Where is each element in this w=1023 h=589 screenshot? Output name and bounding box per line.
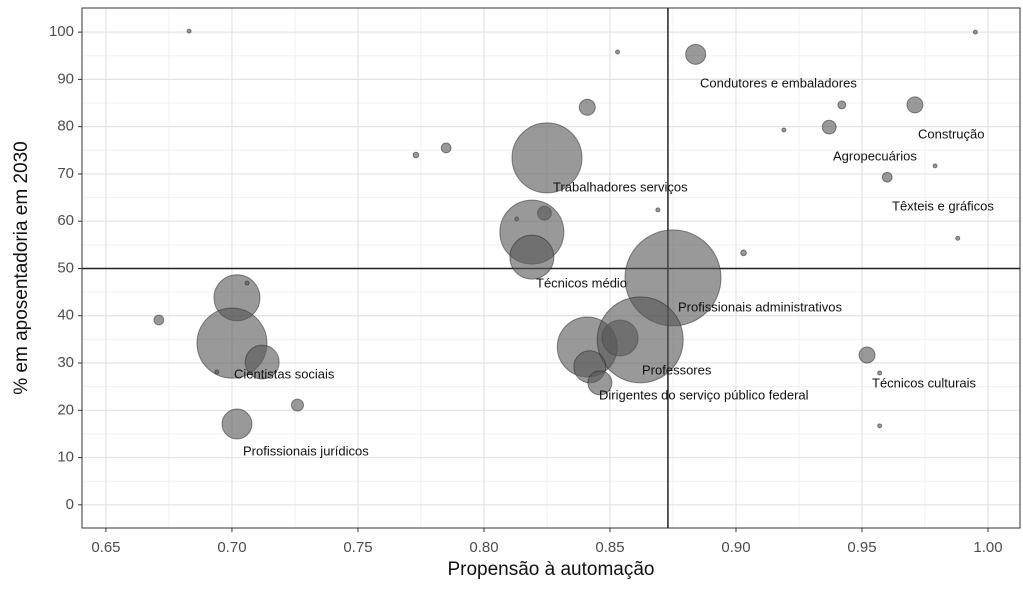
bubble (596, 296, 684, 384)
bubble (587, 370, 613, 396)
annotation: Profissionais administrativos (678, 299, 843, 314)
x-tick-label: 0.65 (91, 539, 120, 556)
bubble (221, 408, 253, 440)
bubble (877, 423, 883, 429)
annotation: Técnicos médio (536, 275, 627, 290)
x-tick-label: 0.75 (343, 539, 372, 556)
x-tick-label: 0.85 (595, 539, 624, 556)
y-tick-label: 100 (49, 23, 74, 40)
bubble (858, 346, 876, 364)
bubble (932, 163, 938, 169)
bubble (877, 370, 883, 376)
y-tick-label: 70 (57, 165, 74, 182)
annotation: Professores (642, 362, 712, 377)
bubble (509, 234, 555, 280)
bubble (615, 49, 621, 55)
y-tick-label: 10 (57, 449, 74, 466)
x-tick-label: 0.95 (847, 539, 876, 556)
y-tick-label: 20 (57, 401, 74, 418)
bubble (214, 369, 220, 375)
annotation: Agropecuários (833, 148, 917, 163)
annotation: Condutores e embaladores (700, 75, 857, 90)
y-tick-label: 40 (57, 307, 74, 324)
bubble (837, 100, 847, 110)
annotation: Dirigentes do serviço público federal (599, 387, 809, 402)
x-tick-label: 0.90 (721, 539, 750, 556)
y-tick-label: 90 (57, 70, 74, 87)
annotation: Trabalhadores serviços (553, 179, 688, 194)
y-tick-label: 80 (57, 118, 74, 135)
bubble (821, 119, 837, 135)
bubble (186, 28, 192, 34)
bubble (290, 398, 304, 412)
bubble (972, 29, 978, 35)
bubble (655, 207, 661, 213)
bubble (781, 127, 787, 133)
annotation: Cientistas sociais (234, 366, 335, 381)
bubble (881, 171, 893, 183)
y-tick-label: 50 (57, 259, 74, 276)
bubble (511, 122, 583, 194)
annotation: Construção (918, 126, 984, 141)
annotation: Profissionais jurídicos (243, 443, 369, 458)
bubble (153, 314, 165, 326)
annotation: Técnicos culturais (872, 375, 977, 390)
bubble (906, 96, 924, 114)
x-tick-label: 1.00 (973, 539, 1002, 556)
y-tick-label: 30 (57, 354, 74, 371)
bubble (244, 280, 250, 286)
x-tick-label: 0.70 (217, 539, 246, 556)
annotation: Têxteis e gráficos (892, 198, 994, 213)
x-tick-label: 0.80 (469, 539, 498, 556)
bubble (740, 249, 747, 257)
bubble (685, 43, 707, 65)
y-tick-label: 0 (66, 496, 74, 513)
bubble (244, 344, 280, 380)
y-axis-label: % em aposentadoria em 2030 (11, 141, 32, 395)
bubble (440, 142, 452, 154)
bubble (955, 235, 961, 241)
x-axis-label: Propensão à automação (447, 559, 654, 580)
bubble (578, 98, 596, 116)
y-tick-label: 60 (57, 212, 74, 229)
bubble (412, 151, 420, 159)
